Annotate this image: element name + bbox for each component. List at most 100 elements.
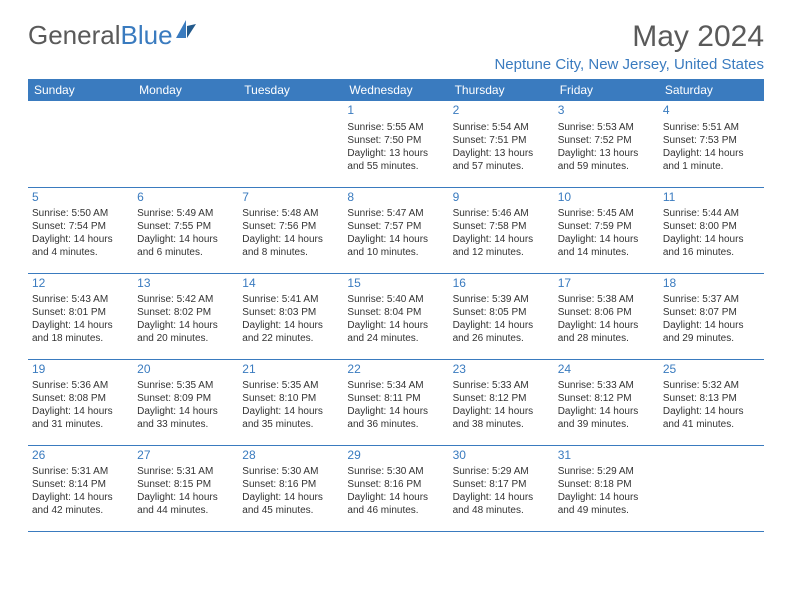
day-number: 9 [453,190,550,206]
sunset-line: Sunset: 8:00 PM [663,220,760,233]
sunrise-line: Sunrise: 5:43 AM [32,293,129,306]
daylight-line: Daylight: 14 hours and 28 minutes. [558,319,655,345]
day-number: 17 [558,276,655,292]
calendar-cell [28,101,133,187]
calendar-cell: 10Sunrise: 5:45 AMSunset: 7:59 PMDayligh… [554,187,659,273]
daylight-line: Daylight: 14 hours and 38 minutes. [453,405,550,431]
sunrise-line: Sunrise: 5:53 AM [558,121,655,134]
day-number: 7 [242,190,339,206]
sunset-line: Sunset: 8:09 PM [137,392,234,405]
calendar-cell: 14Sunrise: 5:41 AMSunset: 8:03 PMDayligh… [238,273,343,359]
calendar-cell: 31Sunrise: 5:29 AMSunset: 8:18 PMDayligh… [554,445,659,531]
calendar-cell: 29Sunrise: 5:30 AMSunset: 8:16 PMDayligh… [343,445,448,531]
sunset-line: Sunset: 8:02 PM [137,306,234,319]
day-number: 13 [137,276,234,292]
calendar-cell: 1Sunrise: 5:55 AMSunset: 7:50 PMDaylight… [343,101,448,187]
sunrise-line: Sunrise: 5:40 AM [347,293,444,306]
logo-text-1: General [28,20,121,51]
sunrise-line: Sunrise: 5:37 AM [663,293,760,306]
calendar-cell: 22Sunrise: 5:34 AMSunset: 8:11 PMDayligh… [343,359,448,445]
sunrise-line: Sunrise: 5:29 AM [558,465,655,478]
sunset-line: Sunset: 8:18 PM [558,478,655,491]
sunrise-line: Sunrise: 5:41 AM [242,293,339,306]
sunrise-line: Sunrise: 5:48 AM [242,207,339,220]
calendar-cell: 19Sunrise: 5:36 AMSunset: 8:08 PMDayligh… [28,359,133,445]
sunrise-line: Sunrise: 5:42 AM [137,293,234,306]
daylight-line: Daylight: 14 hours and 44 minutes. [137,491,234,517]
calendar-cell: 15Sunrise: 5:40 AMSunset: 8:04 PMDayligh… [343,273,448,359]
location: Neptune City, New Jersey, United States [494,56,764,73]
sunset-line: Sunset: 8:11 PM [347,392,444,405]
day-number: 4 [663,103,760,119]
calendar-cell: 27Sunrise: 5:31 AMSunset: 8:15 PMDayligh… [133,445,238,531]
day-number: 8 [347,190,444,206]
sunrise-line: Sunrise: 5:46 AM [453,207,550,220]
calendar-cell: 24Sunrise: 5:33 AMSunset: 8:12 PMDayligh… [554,359,659,445]
day-number: 14 [242,276,339,292]
day-number: 12 [32,276,129,292]
daylight-line: Daylight: 14 hours and 1 minute. [663,147,760,173]
sunset-line: Sunset: 7:55 PM [137,220,234,233]
daylight-line: Daylight: 13 hours and 57 minutes. [453,147,550,173]
day-number: 23 [453,362,550,378]
sunrise-line: Sunrise: 5:36 AM [32,379,129,392]
sunset-line: Sunset: 8:16 PM [347,478,444,491]
sunset-line: Sunset: 7:57 PM [347,220,444,233]
daylight-line: Daylight: 14 hours and 14 minutes. [558,233,655,259]
daylight-line: Daylight: 14 hours and 6 minutes. [137,233,234,259]
calendar-cell: 17Sunrise: 5:38 AMSunset: 8:06 PMDayligh… [554,273,659,359]
daylight-line: Daylight: 14 hours and 8 minutes. [242,233,339,259]
day-number: 27 [137,448,234,464]
sunrise-line: Sunrise: 5:51 AM [663,121,760,134]
day-number: 3 [558,103,655,119]
day-header-row: Sunday Monday Tuesday Wednesday Thursday… [28,79,764,101]
calendar-cell [238,101,343,187]
sunset-line: Sunset: 8:03 PM [242,306,339,319]
sunrise-line: Sunrise: 5:54 AM [453,121,550,134]
calendar-cell: 4 Sunrise: 5:51 AMSunset: 7:53 PMDaylight… [659,101,764,187]
sunrise-line: Sunrise: 5:35 AM [137,379,234,392]
calendar-cell: 2Sunrise: 5:54 AMSunset: 7:51 PMDaylight… [449,101,554,187]
daylight-line: Daylight: 14 hours and 48 minutes. [453,491,550,517]
calendar-cell: 18Sunrise: 5:37 AMSunset: 8:07 PMDayligh… [659,273,764,359]
sunset-line: Sunset: 8:12 PM [453,392,550,405]
day-number: 28 [242,448,339,464]
day-number: 6 [137,190,234,206]
day-number: 21 [242,362,339,378]
sunset-line: Sunset: 8:08 PM [32,392,129,405]
month-title: May 2024 [494,20,764,54]
daylight-line: Daylight: 14 hours and 10 minutes. [347,233,444,259]
daylight-line: Daylight: 14 hours and 45 minutes. [242,491,339,517]
sunset-line: Sunset: 7:53 PM [663,134,760,147]
calendar-row: 19Sunrise: 5:36 AMSunset: 8:08 PMDayligh… [28,359,764,445]
title-block: May 2024 Neptune City, New Jersey, Unite… [494,20,764,73]
daylight-line: Daylight: 14 hours and 35 minutes. [242,405,339,431]
calendar-cell: 16Sunrise: 5:39 AMSunset: 8:05 PMDayligh… [449,273,554,359]
sunset-line: Sunset: 8:01 PM [32,306,129,319]
daylight-line: Daylight: 14 hours and 49 minutes. [558,491,655,517]
sunrise-line: Sunrise: 5:30 AM [242,465,339,478]
sunrise-line: Sunrise: 5:49 AM [137,207,234,220]
sunrise-line: Sunrise: 5:29 AM [453,465,550,478]
calendar-table: Sunday Monday Tuesday Wednesday Thursday… [28,79,764,532]
sunrise-line: Sunrise: 5:38 AM [558,293,655,306]
sunset-line: Sunset: 7:50 PM [347,134,444,147]
sunset-line: Sunset: 8:05 PM [453,306,550,319]
sunset-line: Sunset: 8:12 PM [558,392,655,405]
day-header: Sunday [28,79,133,101]
sunrise-line: Sunrise: 5:31 AM [32,465,129,478]
calendar-cell: 12Sunrise: 5:43 AMSunset: 8:01 PMDayligh… [28,273,133,359]
logo-sail-icon [176,16,198,47]
daylight-line: Daylight: 14 hours and 31 minutes. [32,405,129,431]
calendar-cell: 11Sunrise: 5:44 AMSunset: 8:00 PMDayligh… [659,187,764,273]
sunset-line: Sunset: 7:59 PM [558,220,655,233]
day-number: 10 [558,190,655,206]
calendar-cell: 13Sunrise: 5:42 AMSunset: 8:02 PMDayligh… [133,273,238,359]
day-header: Saturday [659,79,764,101]
day-number: 15 [347,276,444,292]
day-number: 19 [32,362,129,378]
daylight-line: Daylight: 14 hours and 36 minutes. [347,405,444,431]
calendar-cell: 20Sunrise: 5:35 AMSunset: 8:09 PMDayligh… [133,359,238,445]
sunrise-line: Sunrise: 5:50 AM [32,207,129,220]
daylight-line: Daylight: 14 hours and 22 minutes. [242,319,339,345]
